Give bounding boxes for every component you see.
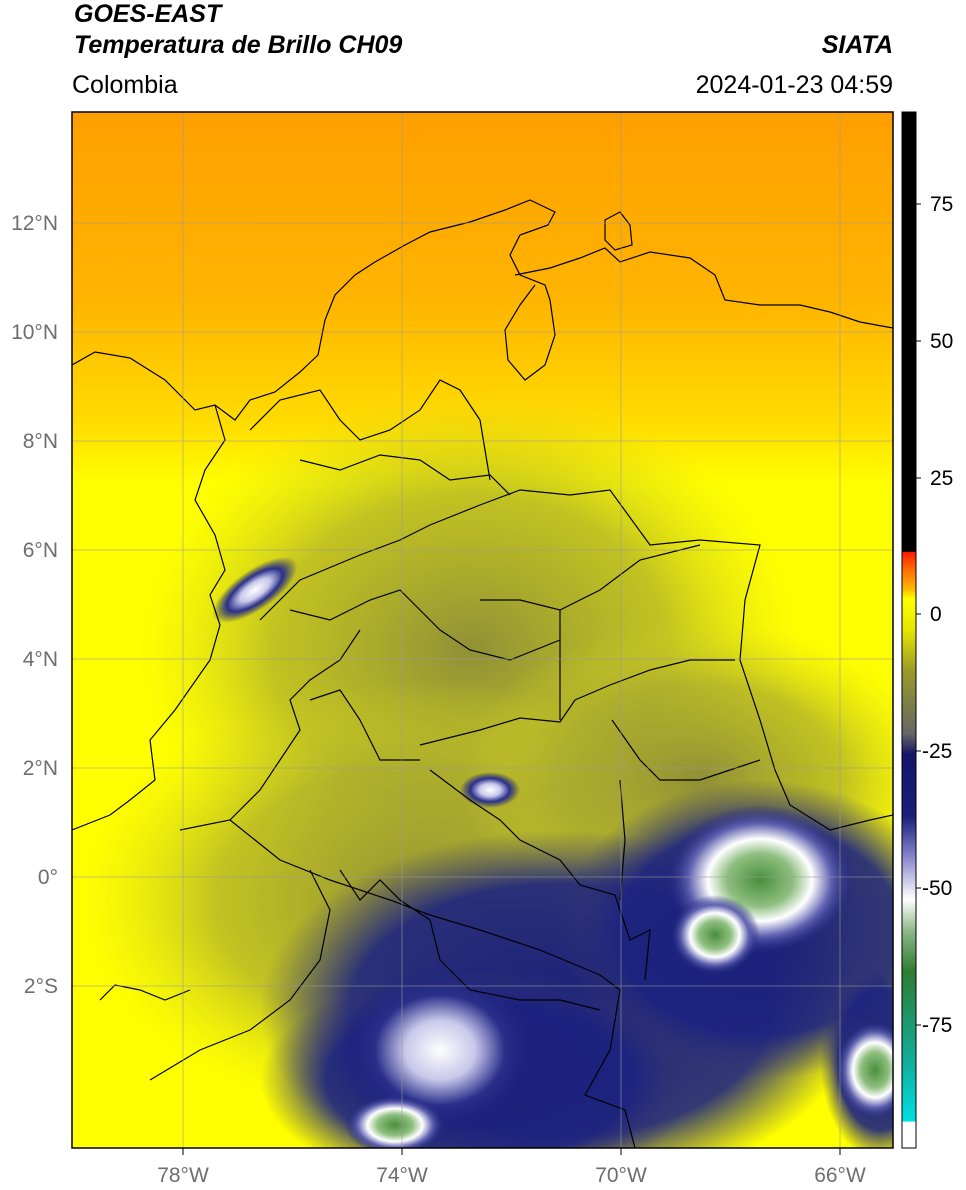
product-title: Temperatura de Brillo CH09: [74, 31, 403, 59]
coastlines-and-borders: [72, 199, 893, 1148]
colorbar-tick-label: -25: [922, 740, 952, 763]
colorbar-tick-label: 50: [930, 330, 953, 353]
latitude-ticks: 12°N 10°N 8°N 6°N 4°N 2°N 0° 2°S: [11, 212, 58, 998]
brightness-temperature-field: [72, 112, 893, 1148]
lon-tick-label: 66°W: [814, 1164, 866, 1187]
timestamp-label: 2024-01-23 04:59: [695, 71, 893, 99]
lat-tick-label: 2°S: [24, 975, 58, 998]
lat-tick-label: 12°N: [11, 212, 58, 235]
agency-label: SIATA: [821, 31, 893, 59]
graticule: [72, 112, 893, 1148]
colorbar-tick-label: 0: [930, 603, 942, 626]
region-label: Colombia: [72, 71, 178, 99]
lon-tick-label: 70°W: [595, 1164, 647, 1187]
lat-tick-label: 4°N: [23, 648, 58, 671]
satellite-title: GOES-EAST: [74, 0, 222, 28]
longitude-ticks: 78°W 74°W 70°W 66°W: [157, 1148, 866, 1187]
lon-tick-label: 78°W: [157, 1164, 209, 1187]
colorbar-tick-label: 25: [930, 467, 953, 490]
colorbar-tick-label: -50: [922, 877, 952, 900]
lat-tick-label: 10°N: [11, 321, 58, 344]
lon-tick-label: 74°W: [376, 1164, 428, 1187]
colorbar: 75 50 25 0 -25 -50 -75: [901, 111, 953, 1149]
lat-tick-label: 2°N: [23, 757, 58, 780]
colorbar-tick-label: 75: [930, 193, 953, 216]
lat-tick-label: 6°N: [23, 539, 58, 562]
lat-tick-label: 8°N: [23, 430, 58, 453]
colorbar-tick-label: -75: [922, 1014, 952, 1037]
colorbar-scale: [901, 111, 917, 1149]
map-frame: [71, 111, 894, 1149]
lat-tick-label: 0°: [38, 866, 58, 889]
